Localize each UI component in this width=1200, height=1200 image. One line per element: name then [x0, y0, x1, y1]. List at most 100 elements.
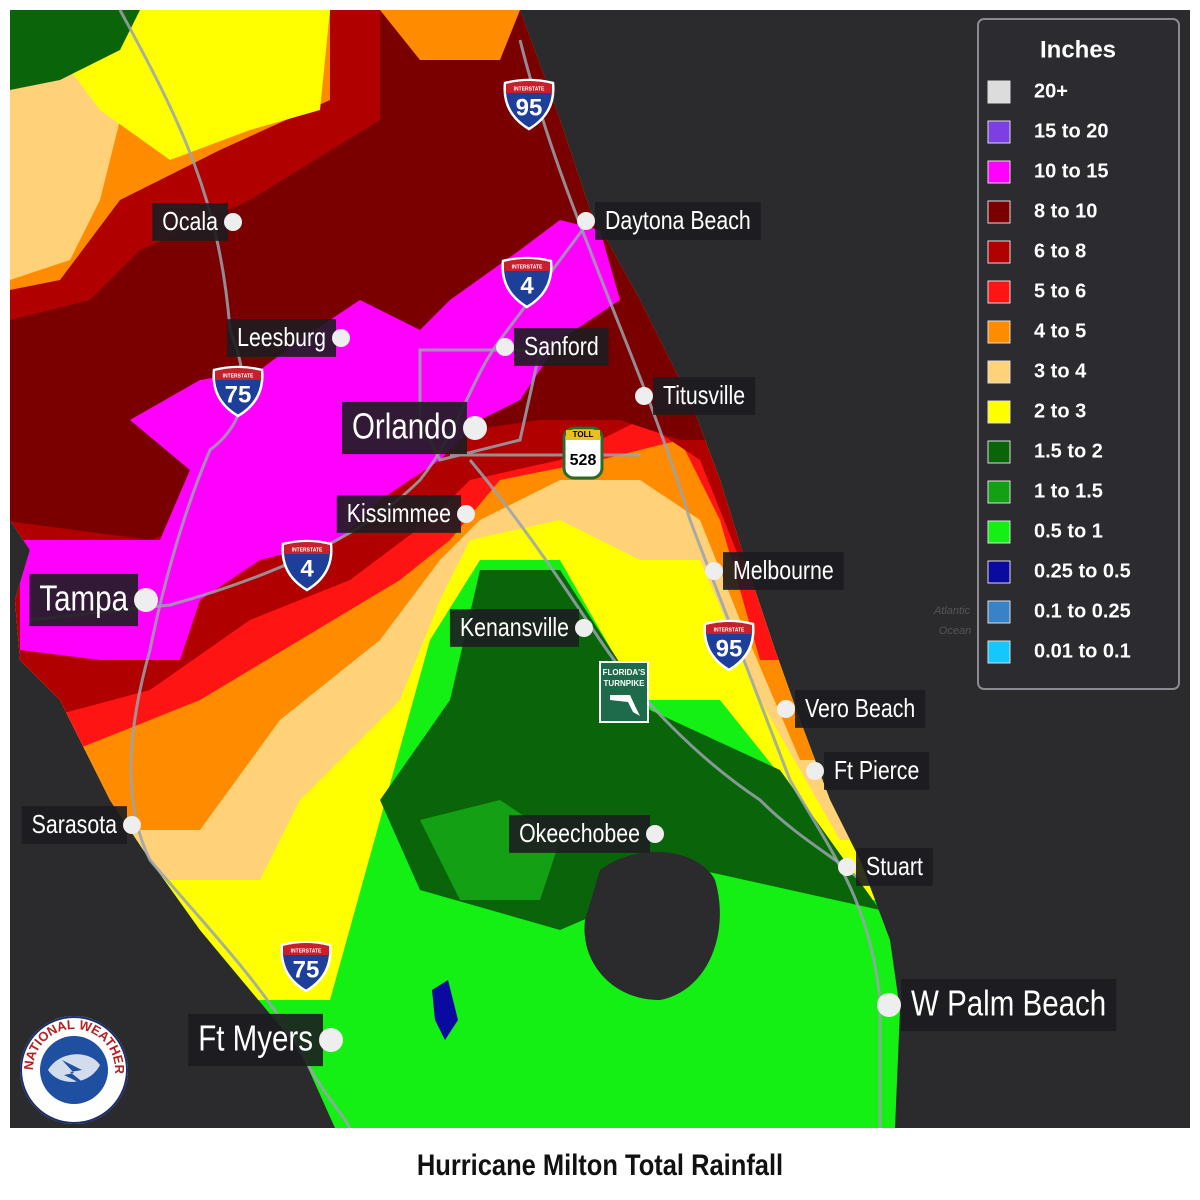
turnpike-icon	[610, 695, 640, 716]
city-dot	[496, 338, 514, 356]
city-label-box	[514, 328, 609, 366]
legend: Inches 20+ 15 to 20 10 to 15 8 to 10 6 to 8 5…	[977, 18, 1180, 690]
shield-top	[706, 622, 752, 634]
shield-number: 4	[520, 272, 534, 299]
legend-label: 1.5 to 2	[1034, 440, 1103, 462]
city-dot	[646, 825, 664, 843]
city-dot	[463, 416, 487, 440]
interstate-shield: INTERSTATE 75	[212, 365, 264, 418]
zone	[380, 10, 520, 60]
city-label-box	[341, 401, 467, 455]
city-label-box	[449, 609, 579, 647]
city-name: Sarasota	[32, 809, 118, 839]
legend-label: 6 to 8	[1034, 240, 1086, 262]
legend-label: 1 to 1.5	[1034, 480, 1103, 502]
legend-swatch	[987, 520, 1011, 544]
city-label-box	[227, 319, 336, 357]
shield-number: 75	[293, 956, 320, 983]
city-name: Stuart	[866, 851, 924, 881]
city: Titusville	[635, 377, 756, 415]
toll-number: 528	[570, 452, 597, 469]
city: Ft Pierce	[806, 752, 930, 790]
legend-swatch	[987, 640, 1011, 664]
toll-band	[566, 430, 600, 440]
legend-label: 8 to 10	[1034, 200, 1097, 222]
legend-box	[977, 18, 1180, 690]
city-dot	[777, 700, 795, 718]
shield-label: INTERSTATE	[223, 373, 254, 379]
city-dot	[577, 212, 595, 230]
city-name: W Palm Beach	[911, 983, 1106, 1024]
legend-title: Inches	[1040, 36, 1116, 63]
city-dot	[806, 762, 824, 780]
ocean-label: Atlantic	[933, 605, 971, 617]
zone	[60, 10, 330, 160]
city: Kissimmee	[336, 495, 475, 533]
legend-label: 4 to 5	[1034, 320, 1086, 342]
legend-swatch	[987, 400, 1011, 424]
legend-swatch	[987, 280, 1011, 304]
city-name: Okeechobee	[519, 818, 640, 848]
city-dot	[134, 588, 158, 612]
shield-label: INTERSTATE	[291, 948, 322, 954]
city-label-box	[856, 848, 933, 886]
legend-label: 0.5 to 1	[1034, 520, 1103, 542]
city-label-box	[21, 806, 127, 844]
interstate-shield: INTERSTATE 4	[501, 256, 553, 309]
city-name: Kissimmee	[347, 498, 451, 528]
city-name: Leesburg	[237, 322, 326, 352]
city: Sanford	[496, 328, 609, 366]
shield-number: 75	[225, 381, 252, 408]
shields: INTERSTATE95INTERSTATE4INTERSTATE75INTER…	[212, 78, 755, 993]
shield-top	[283, 943, 329, 955]
legend-swatch	[987, 560, 1011, 584]
city: Orlando	[341, 401, 487, 455]
city-label-box	[336, 495, 461, 533]
city: Sarasota	[21, 806, 141, 844]
turnpike-line: FLORIDA'S	[603, 668, 646, 677]
toll-shield-body	[562, 426, 604, 480]
city-label-box	[188, 1013, 323, 1067]
city-name: Ft Pierce	[834, 755, 919, 785]
city-label-box	[509, 815, 650, 853]
interstate-shield: INTERSTATE 4	[281, 539, 333, 592]
logo-ring	[20, 1016, 128, 1124]
city: Stuart	[838, 848, 933, 886]
city-label-box	[824, 752, 930, 790]
city: Daytona Beach	[577, 202, 761, 240]
city-name: Kenansville	[460, 612, 569, 642]
city: Melbourne	[705, 552, 844, 590]
city-label-box	[152, 203, 228, 241]
legend-items: 20+ 15 to 20 10 to 15 8 to 10 6 to 8 5 to 6 4 …	[987, 80, 1131, 664]
legend-swatch	[987, 240, 1011, 264]
city-dot	[319, 1028, 343, 1052]
turnpike-body	[599, 661, 649, 723]
legend-swatch	[987, 200, 1011, 224]
city-dot	[838, 858, 856, 876]
legend-label: 0.01 to 0.1	[1034, 640, 1131, 662]
city-name: Sanford	[524, 331, 599, 361]
city-dot	[877, 993, 901, 1017]
city-dot	[705, 562, 723, 580]
shield-top	[215, 368, 261, 380]
shield-top	[504, 259, 550, 271]
city-name: Titusville	[663, 380, 745, 410]
shield-label: INTERSTATE	[292, 547, 323, 553]
city: W Palm Beach	[877, 978, 1117, 1032]
city-dot	[457, 505, 475, 523]
city: Ocala	[152, 203, 242, 241]
legend-label: 10 to 15	[1034, 160, 1108, 182]
legend-label: 2 to 3	[1034, 400, 1086, 422]
city-name: Ocala	[162, 206, 218, 236]
zone	[20, 220, 620, 660]
legend-label: 3 to 4	[1034, 360, 1087, 382]
shield-label: INTERSTATE	[512, 264, 543, 270]
city: Leesburg	[227, 319, 350, 357]
legend-swatch	[987, 160, 1011, 184]
city-label-box	[795, 690, 926, 728]
legend-swatch	[987, 600, 1011, 624]
city-name: Daytona Beach	[605, 205, 751, 235]
city-label-box	[653, 377, 756, 415]
turnpike-line: TURNPIKE	[604, 679, 646, 688]
interstate-shield: INTERSTATE 95	[503, 78, 555, 131]
